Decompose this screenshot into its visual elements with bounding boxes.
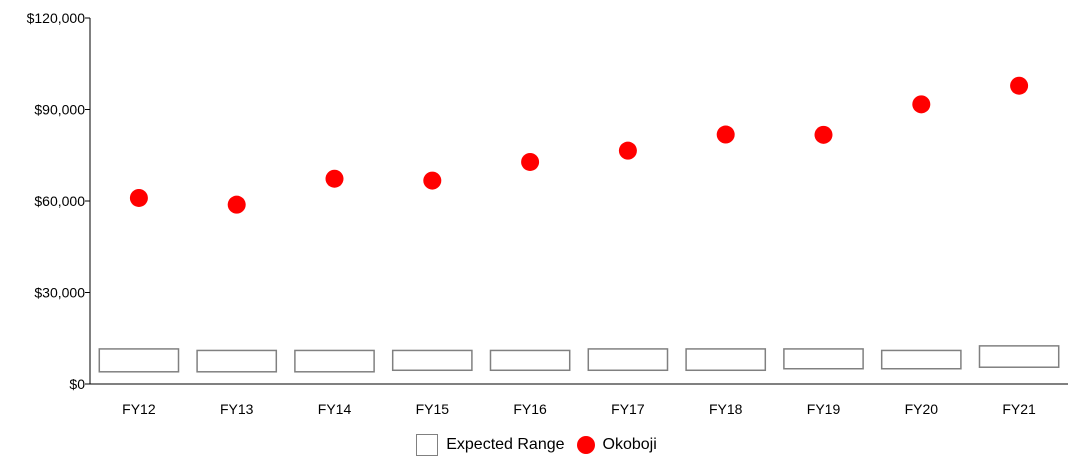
x-tick-label: FY21 <box>1002 401 1036 417</box>
y-tick-label: $0 <box>69 376 85 392</box>
expected-range-box <box>98 348 180 373</box>
okoboji-point <box>814 125 833 144</box>
expected-range-box <box>978 345 1060 368</box>
okoboji-point <box>716 125 735 144</box>
x-tick-label: FY12 <box>122 401 156 417</box>
y-tick-label: $120,000 <box>27 10 86 26</box>
legend-item-okoboji[interactable]: Okoboji <box>576 436 657 454</box>
expected-range-box <box>196 349 278 373</box>
okoboji-point <box>423 171 442 190</box>
legend: Expected Range Okoboji <box>0 434 1073 456</box>
okoboji-point <box>912 95 931 114</box>
okoboji-point <box>618 141 637 160</box>
legend-label-expected-range: Expected Range <box>446 436 565 453</box>
y-tick-label: $60,000 <box>34 193 85 209</box>
chart-plot: $0 $30,000 $60,000 $90,000 $120,000 FY12 FY13… <box>27 10 1068 417</box>
x-axis: FY12 FY13 FY14 FY15 FY16 FY17 FY18 FY19 FY20 FY21 <box>90 383 1068 417</box>
expected-range-box <box>880 349 962 370</box>
legend-label-okoboji: Okoboji <box>602 436 657 453</box>
okoboji-point <box>129 188 148 207</box>
okoboji-point <box>227 195 246 214</box>
expected-range-box <box>587 348 669 372</box>
okoboji-point <box>325 169 344 188</box>
legend-swatch-expected-range <box>416 434 439 456</box>
expected-range-box <box>685 348 767 372</box>
x-tick-label: FY16 <box>513 401 547 417</box>
legend-swatch-okoboji <box>576 436 595 454</box>
x-tick-label: FY17 <box>611 401 645 417</box>
y-tick-label: $90,000 <box>34 102 85 118</box>
expected-range-box <box>489 349 571 372</box>
x-tick-label: FY18 <box>709 401 743 417</box>
y-tick-label: $30,000 <box>34 285 85 301</box>
expected-range-box <box>294 349 375 373</box>
y-axis: $0 $30,000 $60,000 $90,000 $120,000 <box>27 10 91 392</box>
x-tick-label: FY13 <box>220 401 254 417</box>
x-tick-label: FY14 <box>318 401 352 417</box>
okoboji-points <box>129 76 1029 214</box>
okoboji-point <box>521 152 540 171</box>
okoboji-point <box>1010 76 1029 95</box>
expected-range-box <box>783 348 864 370</box>
x-tick-label: FY20 <box>905 401 939 417</box>
x-tick-label: FY15 <box>416 401 450 417</box>
expected-range-boxes <box>98 345 1060 373</box>
x-tick-label: FY19 <box>807 401 841 417</box>
legend-item-expected-range[interactable]: Expected Range <box>416 434 565 456</box>
expected-range-box <box>391 349 473 372</box>
